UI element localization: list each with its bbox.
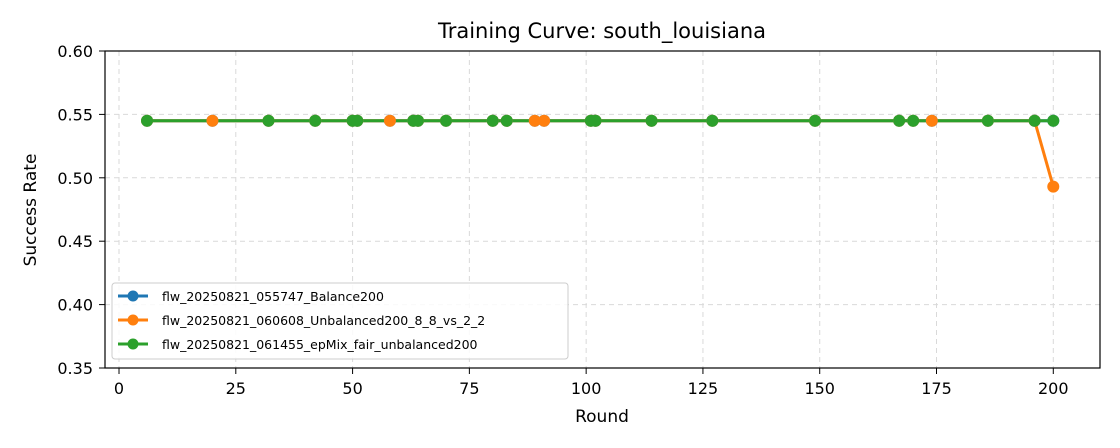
series-3-point [262,114,275,127]
series-3-point [809,114,822,127]
y-tick-label: 0.50 [57,169,93,188]
series-2-point [206,114,219,127]
series-3-point [141,114,154,127]
x-tick-label: 25 [226,379,246,398]
series-2-point [528,114,541,127]
legend-entry-label: flw_20250821_060608_Unbalanced200_8_8_vs… [162,313,485,328]
series-2-point [538,114,551,127]
legend-swatch-marker [127,338,139,350]
series-3-point [440,114,453,127]
x-tick-label: 0 [114,379,124,398]
series-3-point [589,114,602,127]
series-2-point [925,114,938,127]
legend: flw_20250821_055747_Balance200 flw_202508… [111,282,569,360]
series-3-point [645,114,658,127]
series-3-point [411,114,424,127]
series-lines [147,119,1055,188]
series-2-point [1047,180,1060,193]
x-tick-label: 50 [342,379,362,398]
x-tick-label: 75 [459,379,479,398]
series-2-point [383,114,396,127]
y-tick-label: 0.55 [57,105,93,124]
legend-entry-label: flw_20250821_055747_Balance200 [162,289,384,304]
x-tick-label: 200 [1038,379,1069,398]
x-axis-ticks: 0 25 50 75 100 125 150 175 200 [114,368,1069,398]
y-tick-label: 0.35 [57,359,93,378]
x-tick-label: 100 [571,379,602,398]
x-axis-label: Round [575,407,629,427]
series-markers [141,114,1060,193]
series-3-point [1028,114,1041,127]
series-3-point [893,114,906,127]
chart-title: Training Curve: south_louisiana [437,19,766,44]
y-axis-label: Success Rate [21,154,41,267]
series-3-point [500,114,513,127]
series-line-2 [147,119,1055,188]
legend-box [111,282,569,360]
series-3-point [706,114,719,127]
legend-swatch-marker [127,314,139,326]
y-tick-label: 0.45 [57,232,93,251]
x-tick-label: 125 [688,379,719,398]
legend-swatch-marker [127,290,139,302]
y-axis-ticks: 0.35 0.40 0.45 0.50 0.55 0.60 [57,42,105,378]
y-tick-label: 0.60 [57,42,93,61]
y-tick-label: 0.40 [57,296,93,315]
series-3-point [1047,114,1060,127]
series-3-point [486,114,499,127]
series-3-point [309,114,322,127]
plot-frame [104,50,1101,369]
x-tick-label: 175 [921,379,952,398]
series-3-point [907,114,920,127]
x-tick-label: 150 [804,379,835,398]
series-3-point [981,114,994,127]
legend-entry-label: flw_20250821_061455_epMix_fair_unbalance… [162,337,478,352]
series-3-point [351,114,364,127]
